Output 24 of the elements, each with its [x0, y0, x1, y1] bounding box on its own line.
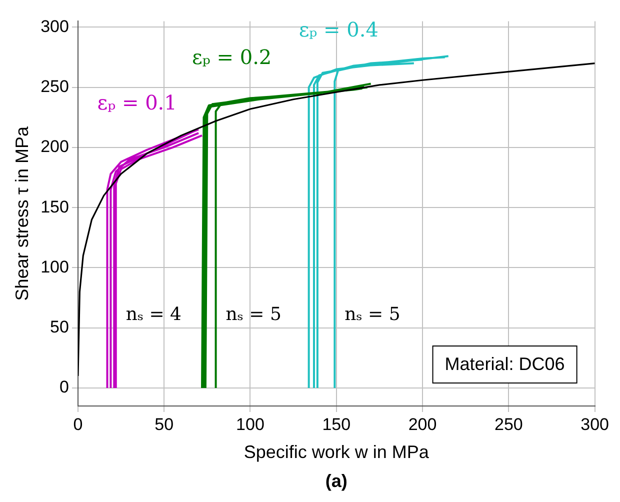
y-tick-label: 300 [40, 16, 69, 36]
x-tick-label: 300 [580, 414, 610, 434]
y-tick-label: 0 [59, 378, 69, 397]
y-tick-label: 250 [40, 77, 69, 96]
x-tick-label: 250 [494, 414, 523, 434]
text: (a) [325, 470, 348, 491]
series-label: εₚ = 0.4 [298, 17, 378, 42]
y-tick-label: 200 [40, 137, 69, 156]
annotation: nₛ = 4 [126, 304, 182, 326]
x-tick-label: 0 [73, 414, 83, 434]
y-tick-label: 150 [40, 197, 69, 216]
series-label: εₚ = 0.2 [192, 44, 272, 69]
y-axis-title: Shear stress τ in MPa [12, 126, 32, 301]
y-tick-label: 100 [40, 257, 69, 276]
x-tick-label: 150 [322, 414, 351, 434]
x-tick-label: 100 [236, 414, 264, 434]
series-label: εₚ = 0.1 [97, 90, 177, 115]
annotation: Material: DC06 [444, 354, 565, 374]
x-tick-label: 200 [408, 414, 437, 434]
annotation: nₛ = 5 [226, 304, 282, 326]
y-tick-label: 50 [50, 318, 69, 337]
annotation: nₛ = 5 [344, 304, 400, 326]
x-tick-label: 50 [154, 414, 174, 434]
x-axis-title: Specific work w in MPa [244, 442, 430, 462]
